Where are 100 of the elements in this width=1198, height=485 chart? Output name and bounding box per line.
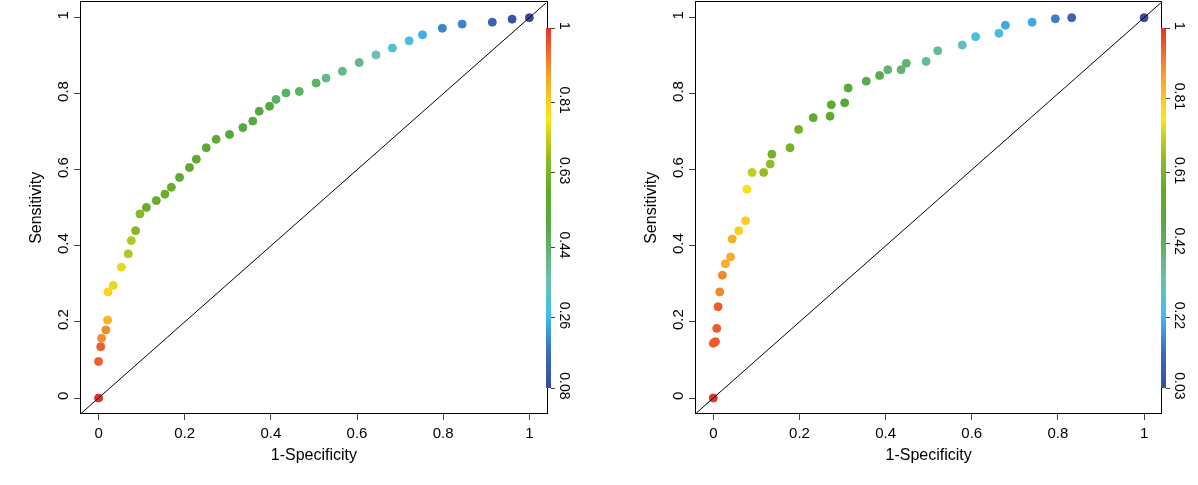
point <box>354 58 364 68</box>
point <box>726 252 736 262</box>
y-tick-label: 0.8 <box>669 81 687 102</box>
point <box>141 202 151 212</box>
point <box>238 123 248 133</box>
point <box>785 143 795 153</box>
point <box>715 287 725 297</box>
point <box>175 172 185 182</box>
point <box>727 234 737 244</box>
color-bar-label: 0.42 <box>1172 227 1189 255</box>
point <box>201 143 211 153</box>
point <box>487 17 497 27</box>
point <box>767 149 777 159</box>
x-tick-label: 0.4 <box>260 424 282 442</box>
color-bar-label: 0.03 <box>1172 372 1189 400</box>
x-tick-label: 0.8 <box>432 424 454 442</box>
y-tick-label: 0.6 <box>669 157 687 178</box>
point <box>135 209 145 219</box>
point <box>94 357 104 366</box>
point <box>921 56 931 66</box>
color-bar-label: 1 <box>1172 22 1189 31</box>
x-tick-label: 0 <box>94 424 103 442</box>
x-tick-label: 0.6 <box>961 424 983 442</box>
y-axis-title: Sensitivity <box>641 171 659 244</box>
point <box>713 302 723 312</box>
point <box>265 101 275 111</box>
y-tick-label: 0.2 <box>54 309 72 331</box>
point <box>126 236 136 246</box>
point <box>191 154 201 164</box>
point <box>123 249 133 259</box>
point <box>96 342 106 352</box>
color-bar-label: 0.22 <box>1172 301 1189 330</box>
point <box>896 65 906 75</box>
y-tick-label: 1 <box>669 11 687 20</box>
point <box>160 189 170 199</box>
y-tick-label: 0.8 <box>54 81 72 102</box>
point <box>321 73 331 83</box>
x-tick-label: 0.2 <box>174 424 196 442</box>
point <box>742 184 752 194</box>
point <box>759 167 769 177</box>
point <box>211 134 221 144</box>
point <box>883 65 893 75</box>
point <box>131 226 141 236</box>
point <box>311 78 321 88</box>
point <box>387 43 397 53</box>
color-bar-label: 1 <box>557 22 574 31</box>
x-tick-label: 0.4 <box>875 424 897 442</box>
y-tick-label: 0.4 <box>54 233 72 255</box>
point <box>843 83 853 93</box>
point <box>826 100 836 110</box>
color-bar-label: 0.44 <box>557 231 574 259</box>
x-tick-label: 0.8 <box>1047 424 1069 442</box>
point <box>765 159 775 169</box>
y-tick-label: 0 <box>669 391 687 400</box>
point <box>457 19 467 29</box>
point <box>712 323 722 333</box>
point <box>1027 17 1037 27</box>
point <box>861 76 871 86</box>
point <box>1050 14 1060 24</box>
point <box>116 262 126 272</box>
color-bar-label: 0.26 <box>557 301 574 330</box>
point <box>971 32 981 42</box>
point <box>97 333 107 343</box>
point <box>747 167 757 177</box>
point <box>101 325 111 335</box>
point <box>741 216 751 226</box>
x-tick-label: 0.2 <box>789 424 810 442</box>
y-tick-label: 1 <box>54 11 72 20</box>
y-tick-label: 0 <box>54 391 72 400</box>
point <box>337 66 347 76</box>
y-tick-label: 0.4 <box>669 233 687 255</box>
point <box>294 86 304 96</box>
point <box>166 182 176 192</box>
color-bar-label: 0.81 <box>557 86 574 115</box>
point <box>418 30 428 40</box>
point <box>825 111 835 121</box>
point <box>720 259 730 269</box>
point <box>717 270 727 280</box>
point <box>108 280 118 290</box>
point <box>437 23 447 33</box>
color-bar-label: 0.08 <box>557 372 574 400</box>
x-tick-label: 1 <box>525 424 534 442</box>
point <box>281 88 291 98</box>
point <box>933 46 943 56</box>
point <box>103 315 113 325</box>
point <box>507 14 517 24</box>
point <box>1067 13 1077 23</box>
point <box>840 98 850 108</box>
point <box>1000 20 1010 30</box>
x-tick-label: 1 <box>1139 424 1149 442</box>
point <box>808 113 818 123</box>
point <box>151 196 161 206</box>
x-tick-label: 0.6 <box>346 424 368 442</box>
x-axis-title: 1-Specificity <box>885 445 972 463</box>
point <box>103 287 113 297</box>
point <box>901 58 911 68</box>
point <box>225 129 235 139</box>
point <box>271 94 281 104</box>
color-bar-label: 0.61 <box>1172 157 1189 185</box>
y-tick-label: 0.6 <box>54 157 72 178</box>
